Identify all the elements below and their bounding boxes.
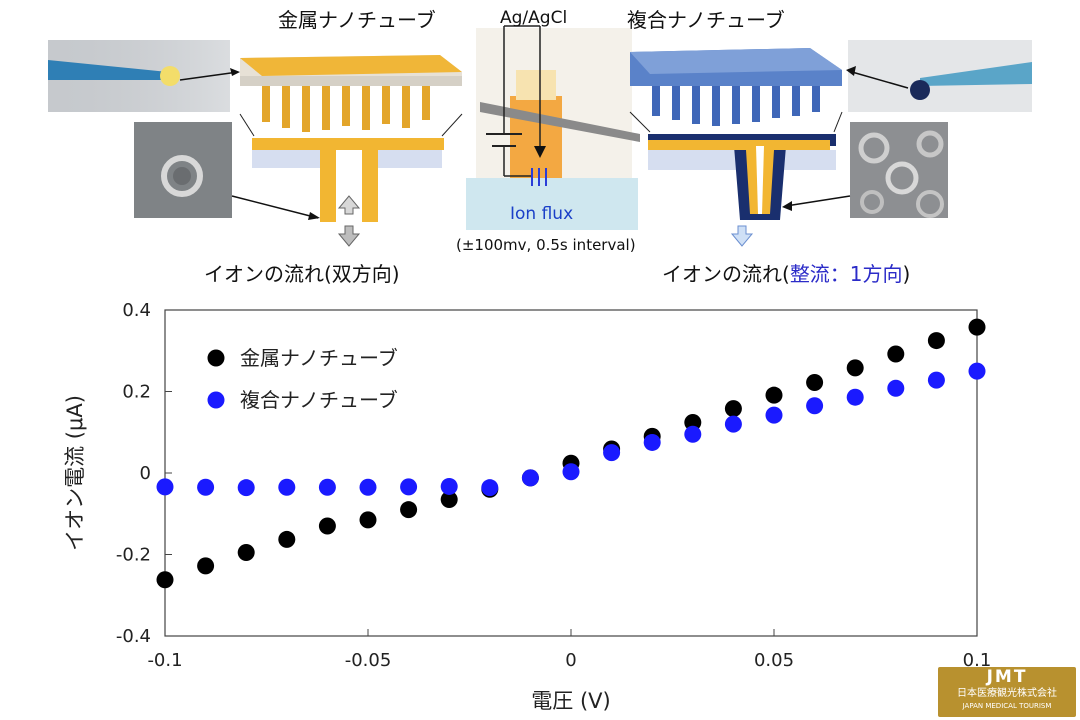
y-axis-label: イオン電流 (μA) [63, 395, 87, 551]
composite-flow-suffix: ) [902, 262, 911, 286]
metal-data-point [724, 400, 742, 418]
x-tick-label: 0 [565, 650, 576, 671]
composite-data-point [603, 444, 621, 462]
metal-data-point [887, 345, 905, 363]
electrode-label: Ag/AgCl [500, 8, 568, 28]
electrochemical-cell [466, 25, 640, 230]
metal-data-point [806, 374, 824, 392]
jmt-logo: JMT 日本医療観光株式会社 JAPAN MEDICAL TOURISM [938, 667, 1076, 717]
composite-data-point [197, 478, 215, 496]
composite-nanotube-label: 複合ナノチューブ [627, 8, 785, 32]
composite-data-point [359, 478, 377, 496]
composite-flow-highlight: 整流：1方向 [789, 262, 903, 286]
metal-data-point [318, 517, 336, 535]
metal-data-point [237, 543, 255, 561]
metal-membrane-3d [240, 55, 462, 132]
logo-company-en: JAPAN MEDICAL TOURISM [962, 702, 1052, 710]
legend-marker-composite [207, 391, 225, 409]
metal-data-point [440, 490, 458, 508]
metal-nanotube-label: 金属ナノチューブ [278, 8, 436, 32]
ion-flux-label: Ion flux [510, 204, 574, 224]
composite-data-point [968, 362, 986, 380]
y-tick-label: -0.4 [116, 626, 151, 647]
composite-ion-flow-caption: イオンの流れ(整流：1方向) [662, 258, 910, 287]
composite-data-point [887, 379, 905, 397]
composite-cross-section [629, 111, 843, 247]
composite-data-point [318, 478, 336, 496]
metal-data-point [765, 386, 783, 404]
metal-sem-image [134, 122, 232, 218]
x-tick-label: -0.05 [345, 650, 392, 671]
x-tick-label: 0.05 [754, 650, 794, 671]
composite-data-point [684, 425, 702, 443]
y-tick-label: -0.2 [116, 545, 151, 566]
composite-data-point [481, 479, 499, 497]
legend-label-metal: 金属ナノチューブ [240, 346, 398, 370]
composite-data-point [765, 406, 783, 424]
composite-data-point [278, 478, 296, 496]
metal-data-point [968, 318, 986, 336]
composite-data-point [643, 433, 661, 451]
metal-data-point [278, 530, 296, 548]
composite-membrane-3d [630, 48, 842, 126]
composite-data-point [440, 477, 458, 495]
y-tick-label: 0.4 [122, 300, 151, 321]
metal-data-point [684, 413, 702, 431]
composite-data-point [400, 478, 418, 496]
composite-sem-image [850, 122, 948, 218]
metal-data-point [359, 511, 377, 529]
composite-data-point [927, 371, 945, 389]
y-tick-label: 0 [140, 463, 151, 484]
composite-pipette-photo [848, 40, 1032, 112]
legend-label-composite: 複合ナノチューブ [240, 388, 398, 412]
pulse-condition-label: (±100mv, 0.5s interval) [456, 236, 636, 254]
metal-data-point [197, 557, 215, 575]
logo-company-jp: 日本医療観光株式会社 [957, 688, 1057, 699]
metal-data-point [927, 332, 945, 350]
metal-data-point [156, 571, 174, 589]
metal-data-point [400, 501, 418, 519]
metal-cross-section [239, 113, 463, 247]
x-tick-label: 0.1 [963, 650, 992, 671]
composite-data-point [156, 478, 174, 496]
x-tick-label: -0.1 [147, 650, 182, 671]
metal-data-point [846, 359, 864, 377]
legend-marker-metal [207, 349, 225, 367]
metal-pipette-photo [48, 40, 230, 112]
logo-mark: JMT [986, 667, 1028, 687]
composite-data-point [562, 463, 580, 481]
composite-data-point [724, 415, 742, 433]
schematic-figure [48, 25, 1032, 247]
metal-ion-flow-caption: イオンの流れ(双方向) [204, 262, 400, 286]
composite-data-point [846, 388, 864, 406]
iv-scatter-chart: -0.1 -0.05 0 0.05 0.1 0.4 0.2 0 -0.2 -0.4 電圧 (V) イオ… [63, 300, 992, 713]
y-tick-label: 0.2 [122, 382, 151, 403]
composite-data-point [806, 397, 824, 415]
x-axis-label: 電圧 (V) [531, 689, 610, 713]
composite-flow-prefix: イオンの流れ( [662, 262, 790, 286]
composite-data-point [521, 469, 539, 487]
composite-data-point [237, 479, 255, 497]
